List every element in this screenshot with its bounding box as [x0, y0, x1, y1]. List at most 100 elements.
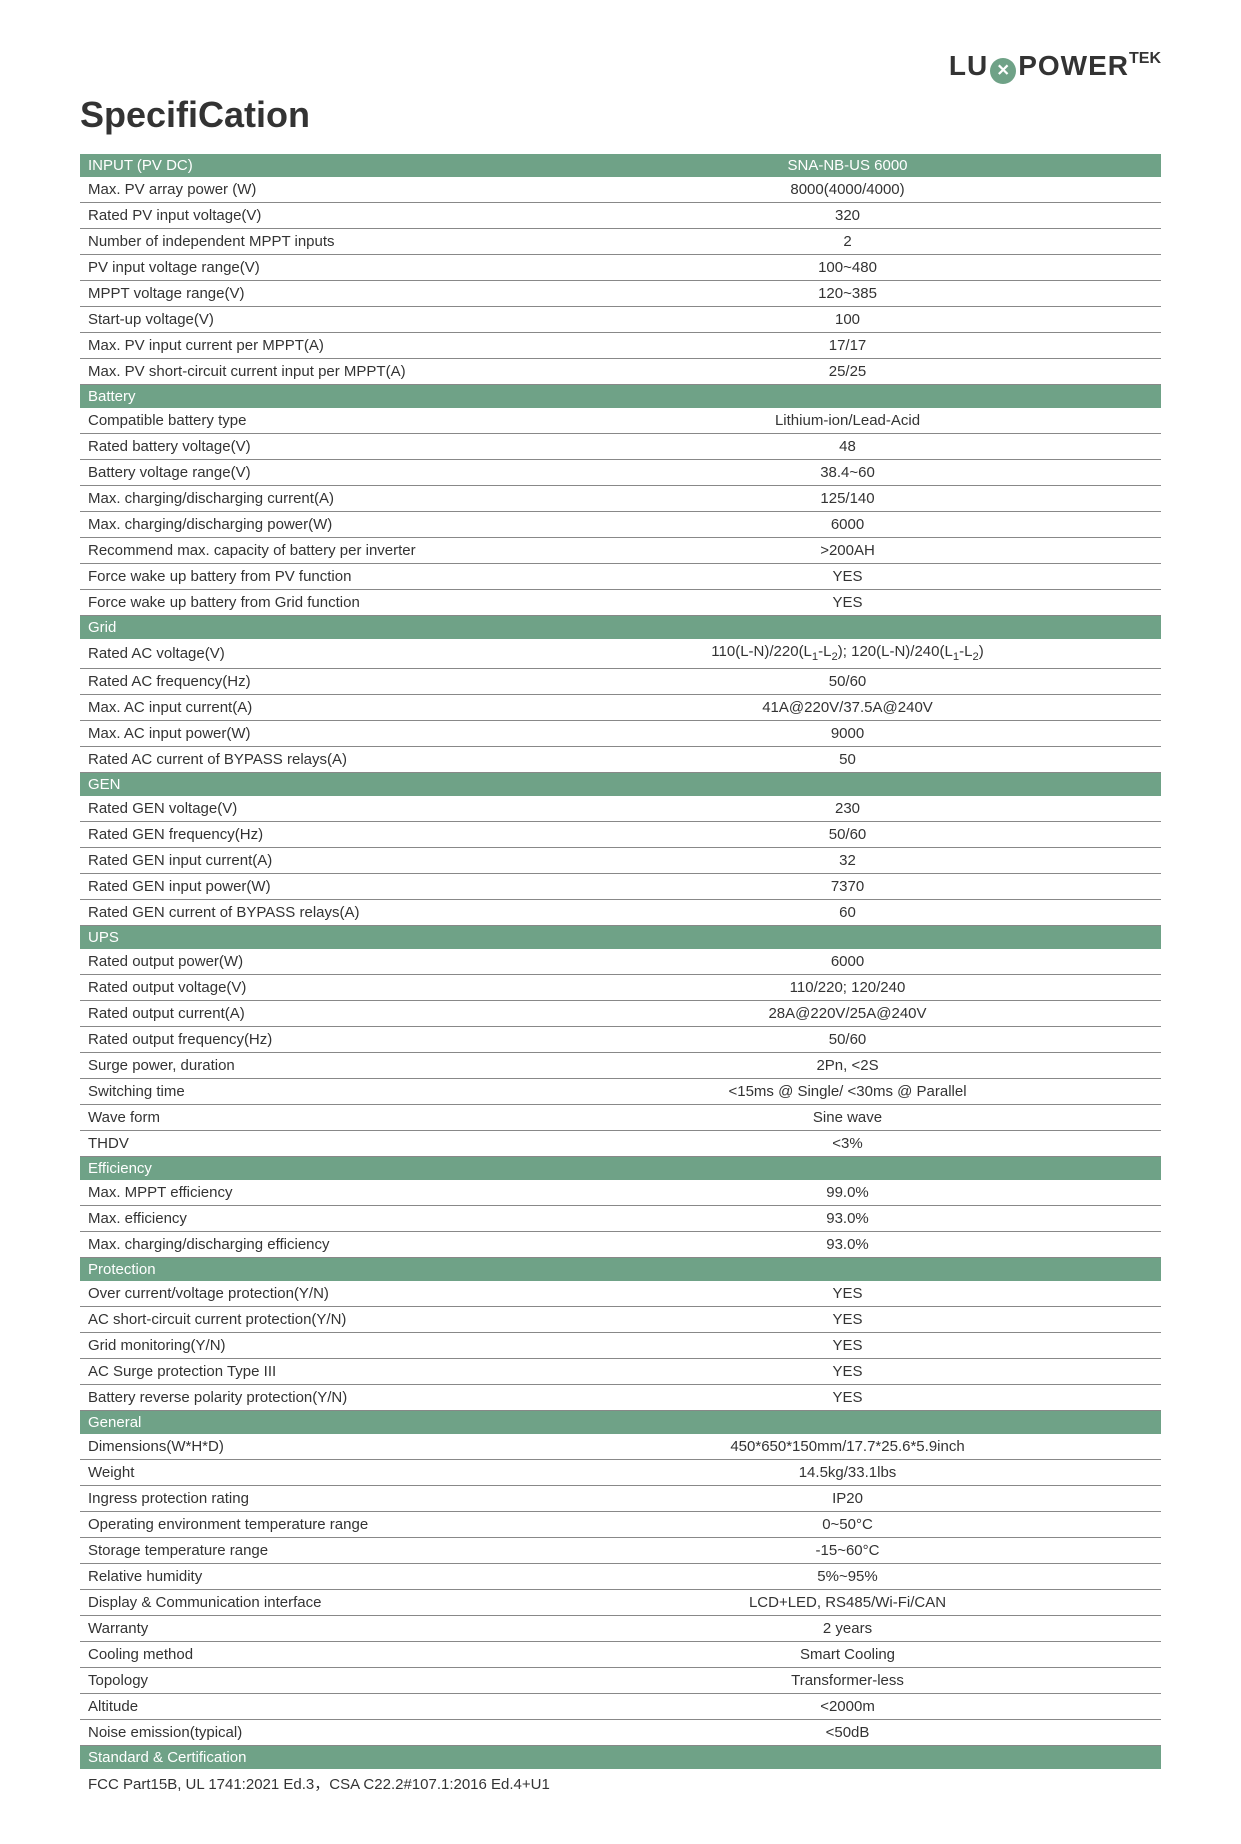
spec-label: THDV [80, 1130, 534, 1156]
spec-row: MPPT voltage range(V)120~385 [80, 280, 1161, 306]
spec-label: Rated AC voltage(V) [80, 639, 534, 668]
spec-row: Grid monitoring(Y/N)YES [80, 1332, 1161, 1358]
spec-value: <15ms @ Single/ <30ms @ Parallel [534, 1078, 1161, 1104]
spec-row: Rated GEN voltage(V)230 [80, 796, 1161, 822]
spec-label: Max. charging/discharging power(W) [80, 511, 534, 537]
section-header-value [534, 1257, 1161, 1281]
spec-label: Altitude [80, 1693, 534, 1719]
section-header-value: SNA-NB-US 6000 [534, 154, 1161, 177]
spec-value: YES [534, 589, 1161, 615]
spec-row: Warranty2 years [80, 1615, 1161, 1641]
brand-logo: LUPOWERTEK [80, 50, 1161, 84]
spec-row: Rated GEN frequency(Hz)50/60 [80, 821, 1161, 847]
spec-value: 120~385 [534, 280, 1161, 306]
section-header-value [534, 1745, 1161, 1769]
section-header-label: Grid [80, 615, 534, 639]
spec-value: <2000m [534, 1693, 1161, 1719]
section-header: UPS [80, 925, 1161, 949]
spec-value: >200AH [534, 537, 1161, 563]
spec-row: PV input voltage range(V)100~480 [80, 254, 1161, 280]
spec-row: Max. MPPT efficiency99.0% [80, 1180, 1161, 1206]
section-header-value [534, 615, 1161, 639]
section-header: General [80, 1410, 1161, 1434]
spec-label: AC short-circuit current protection(Y/N) [80, 1306, 534, 1332]
spec-label: Rated output current(A) [80, 1000, 534, 1026]
section-header-value [534, 925, 1161, 949]
spec-label: Rated AC current of BYPASS relays(A) [80, 746, 534, 772]
spec-label: Rated GEN frequency(Hz) [80, 821, 534, 847]
spec-label: AC Surge protection Type III [80, 1358, 534, 1384]
spec-value: 2 years [534, 1615, 1161, 1641]
spec-label: Max. charging/discharging efficiency [80, 1231, 534, 1257]
spec-row: Number of independent MPPT inputs2 [80, 228, 1161, 254]
spec-value: 99.0% [534, 1180, 1161, 1206]
spec-row: THDV<3% [80, 1130, 1161, 1156]
logo-text-1: LU [949, 50, 988, 81]
spec-row: Noise emission(typical)<50dB [80, 1719, 1161, 1745]
spec-row: Rated GEN current of BYPASS relays(A)60 [80, 899, 1161, 925]
spec-value: 6000 [534, 949, 1161, 975]
spec-value: 2Pn, <2S [534, 1052, 1161, 1078]
spec-value: 100~480 [534, 254, 1161, 280]
spec-label: Topology [80, 1667, 534, 1693]
section-header-label: UPS [80, 925, 534, 949]
spec-row: Rated battery voltage(V)48 [80, 433, 1161, 459]
spec-value: 6000 [534, 511, 1161, 537]
section-header: Grid [80, 615, 1161, 639]
spec-label: Battery voltage range(V) [80, 459, 534, 485]
spec-value: Sine wave [534, 1104, 1161, 1130]
spec-label: Display & Communication interface [80, 1589, 534, 1615]
spec-row: Max. charging/discharging power(W)6000 [80, 511, 1161, 537]
spec-value: <3% [534, 1130, 1161, 1156]
section-header-label: INPUT (PV DC) [80, 154, 534, 177]
certification-text: FCC Part15B, UL 1741:2021 Ed.3，CSA C22.2… [80, 1769, 1161, 1794]
spec-label: Recommend max. capacity of battery per i… [80, 537, 534, 563]
spec-label: Max. efficiency [80, 1205, 534, 1231]
section-header-label: General [80, 1410, 534, 1434]
spec-row: Operating environment temperature range0… [80, 1511, 1161, 1537]
spec-label: Grid monitoring(Y/N) [80, 1332, 534, 1358]
spec-value: 5%~95% [534, 1563, 1161, 1589]
spec-label: Max. PV short-circuit current input per … [80, 358, 534, 384]
spec-row: Recommend max. capacity of battery per i… [80, 537, 1161, 563]
spec-value: -15~60°C [534, 1537, 1161, 1563]
spec-value: 450*650*150mm/17.7*25.6*5.9inch [534, 1434, 1161, 1460]
section-header-value [534, 772, 1161, 796]
spec-value: 2 [534, 228, 1161, 254]
spec-label: Compatible battery type [80, 408, 534, 434]
section-header: Standard & Certification [80, 1745, 1161, 1769]
section-header-label: Standard & Certification [80, 1745, 534, 1769]
logo-text-2: POWER [1018, 50, 1129, 81]
spec-label: Force wake up battery from Grid function [80, 589, 534, 615]
section-header-value [534, 384, 1161, 408]
spec-row: Rated output frequency(Hz)50/60 [80, 1026, 1161, 1052]
spec-value: 41A@220V/37.5A@240V [534, 694, 1161, 720]
spec-value: 93.0% [534, 1231, 1161, 1257]
spec-label: Start-up voltage(V) [80, 306, 534, 332]
spec-value: Transformer-less [534, 1667, 1161, 1693]
spec-label: Over current/voltage protection(Y/N) [80, 1281, 534, 1307]
spec-label: Max. AC input current(A) [80, 694, 534, 720]
spec-row: Force wake up battery from Grid function… [80, 589, 1161, 615]
spec-row: Max. PV input current per MPPT(A)17/17 [80, 332, 1161, 358]
spec-row: Altitude<2000m [80, 1693, 1161, 1719]
spec-label: MPPT voltage range(V) [80, 280, 534, 306]
spec-value: 50 [534, 746, 1161, 772]
spec-label: Rated GEN voltage(V) [80, 796, 534, 822]
spec-row: Rated AC voltage(V)110(L-N)/220(L1-L2); … [80, 639, 1161, 668]
spec-label: Warranty [80, 1615, 534, 1641]
spec-label: Rated AC frequency(Hz) [80, 668, 534, 694]
spec-row: Max. efficiency93.0% [80, 1205, 1161, 1231]
spec-label: Rated PV input voltage(V) [80, 202, 534, 228]
spec-label: Relative humidity [80, 1563, 534, 1589]
spec-label: Rated GEN input power(W) [80, 873, 534, 899]
section-header: GEN [80, 772, 1161, 796]
spec-row: Max. charging/discharging current(A)125/… [80, 485, 1161, 511]
spec-label: Ingress protection rating [80, 1485, 534, 1511]
spec-row: Wave formSine wave [80, 1104, 1161, 1130]
section-header-value [534, 1410, 1161, 1434]
spec-value: 32 [534, 847, 1161, 873]
spec-value: 9000 [534, 720, 1161, 746]
spec-label: Max. AC input power(W) [80, 720, 534, 746]
spec-row: Max. PV array power (W)8000(4000/4000) [80, 177, 1161, 203]
